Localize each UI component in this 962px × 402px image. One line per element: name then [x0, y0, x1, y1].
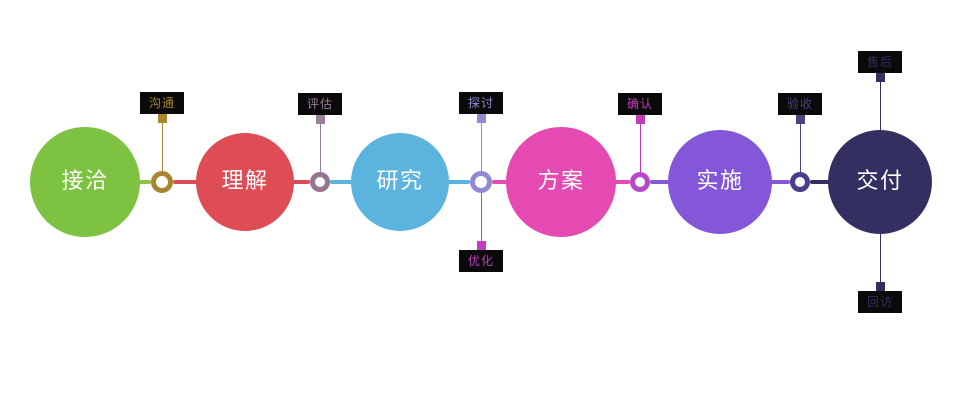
node-接洽[interactable]: 接洽 [30, 127, 140, 237]
node-实施[interactable]: 实施 [668, 130, 772, 234]
connector-segment-left [614, 180, 630, 184]
connector-tag-above[interactable]: 确认 [618, 93, 662, 115]
tag-dot-above [477, 114, 486, 123]
connector-segment-right [330, 180, 353, 184]
tag-stem-above [880, 82, 881, 130]
node-label: 交付 [856, 169, 904, 194]
connector-segment-left [770, 180, 790, 184]
connector-segment-left [447, 180, 470, 184]
connector-ring[interactable] [151, 171, 173, 193]
connector-segment-right [810, 180, 830, 184]
tag-stem-above [640, 124, 641, 172]
node-研究[interactable]: 研究 [351, 133, 449, 231]
tag-stem-above [481, 123, 482, 171]
connector-ring[interactable] [790, 172, 810, 192]
connector-segment-left [292, 180, 310, 184]
tag-dot-above [636, 115, 645, 124]
node-label: 实施 [696, 169, 744, 194]
tag-dot-above [876, 73, 885, 82]
connector-tag-above[interactable]: 售后 [858, 51, 902, 73]
tag-stem-below [880, 234, 881, 282]
tag-dot-below [477, 241, 486, 250]
tag-dot-above [796, 115, 805, 124]
connector-tag-above[interactable]: 验收 [778, 93, 822, 115]
tag-stem-below [481, 193, 482, 241]
node-label: 研究 [376, 169, 424, 194]
connector-tag-above[interactable]: 沟通 [140, 92, 184, 114]
connector-ring[interactable] [470, 171, 492, 193]
connector-tag-below[interactable]: 优化 [459, 250, 503, 272]
node-label: 接洽 [61, 169, 109, 194]
node-理解[interactable]: 理解 [196, 133, 294, 231]
tag-stem-above [320, 124, 321, 172]
connector-tag-above[interactable]: 评估 [298, 93, 342, 115]
connector-tag-above[interactable]: 探讨 [459, 92, 503, 114]
connector-segment-right [650, 180, 670, 184]
tag-stem-above [162, 123, 163, 171]
tag-stem-above [800, 124, 801, 172]
connector-segment-left [138, 180, 151, 184]
connector-segment-right [173, 180, 198, 184]
node-label: 理解 [221, 169, 269, 194]
connector-ring[interactable] [630, 172, 650, 192]
tag-dot-above [316, 115, 325, 124]
tag-dot-above [158, 114, 167, 123]
node-label: 方案 [537, 169, 585, 194]
node-方案[interactable]: 方案 [506, 127, 616, 237]
tag-dot-below [876, 282, 885, 291]
connector-ring[interactable] [310, 172, 330, 192]
connector-tag-below[interactable]: 回访 [858, 291, 902, 313]
connector-segment-right [492, 180, 508, 184]
node-交付[interactable]: 交付 [828, 130, 932, 234]
